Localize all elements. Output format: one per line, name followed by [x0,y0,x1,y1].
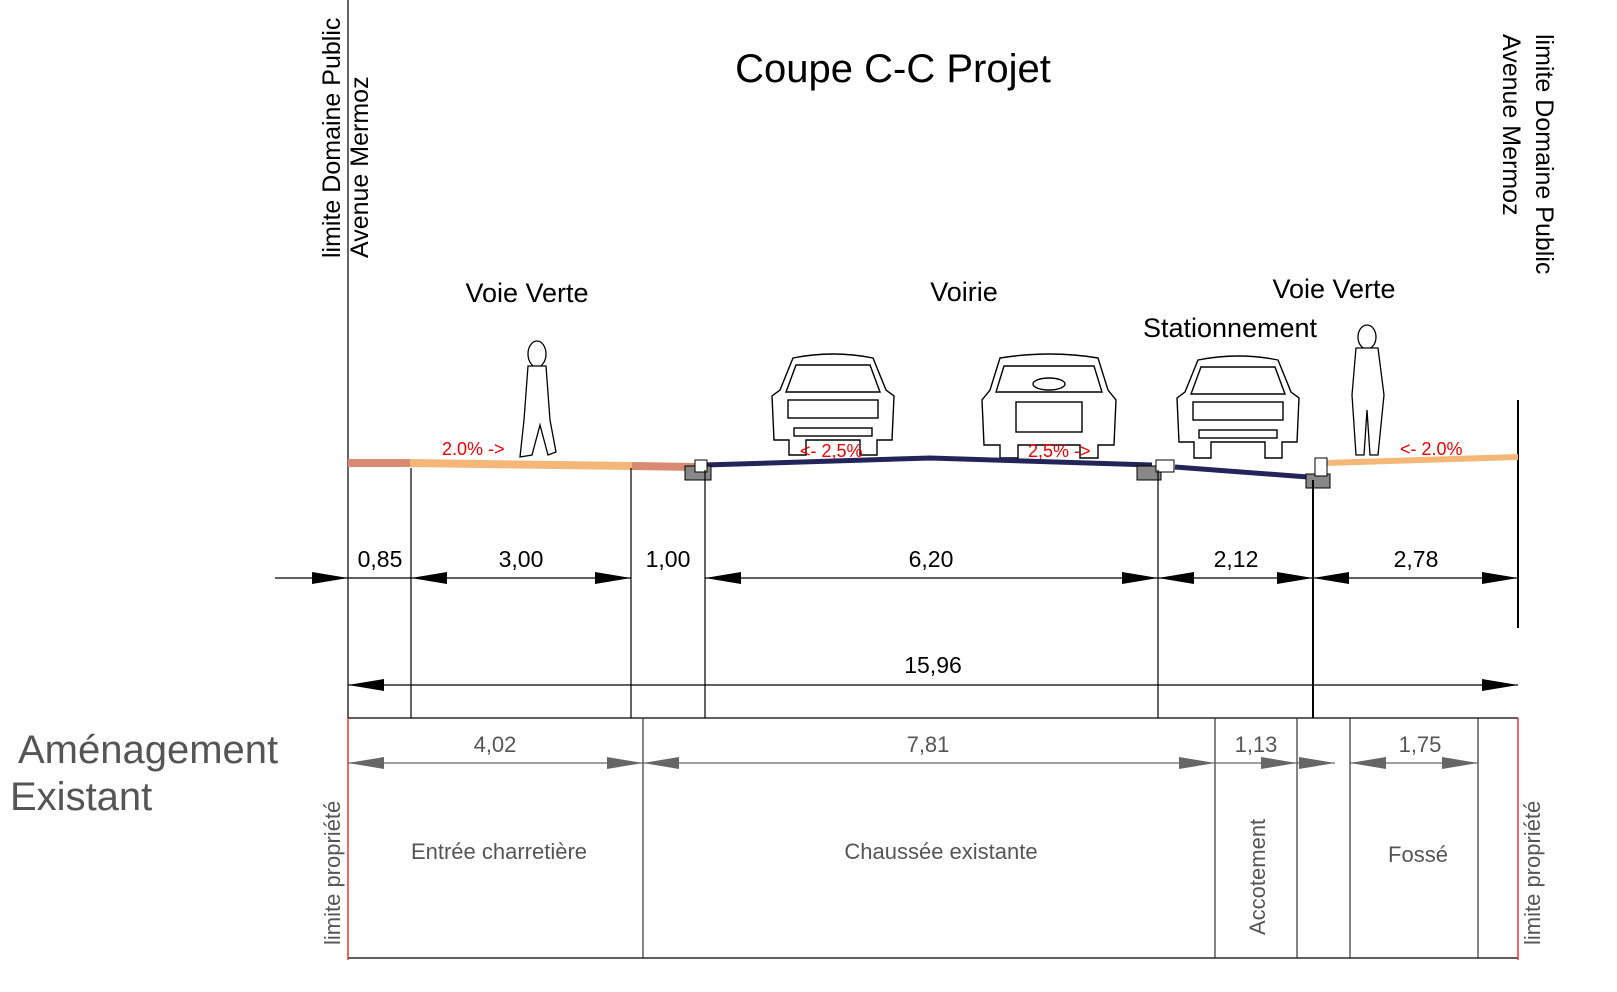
existing-label: Entrée charretière [411,839,587,864]
slope-label: 2,5% -> [1028,441,1091,461]
cross-section: Coupe C-C Projet limite Domaine Public A… [0,0,1617,992]
pedestrian [1352,348,1384,455]
car-front [786,365,880,392]
dimension-label: 2,78 [1394,546,1439,572]
pedestrian [1352,325,1384,455]
property-limit: limite propriété [320,801,345,945]
existing-divider [643,718,1478,958]
existing-label: Chaussée existante [844,839,1037,864]
surface [1175,467,1308,477]
dimension-label: 1,00 [646,546,691,572]
curb [1156,460,1174,472]
existing-label: Accotement [1245,819,1270,935]
car-front [1193,402,1283,420]
dimension-line [275,578,1518,685]
zone-label: Voirie [930,277,998,307]
body: Coupe C-C Projet limite Domaine Public A… [0,0,1617,992]
car-rear [1016,402,1082,432]
pedestrian [1358,325,1376,349]
dimension-tick [411,468,1313,718]
surface [410,463,632,466]
existing-dimension: 1,75 [1399,732,1442,757]
existing-title: Aménagement [18,728,278,772]
slope-label: 2.0% -> [442,439,505,459]
boundary-label: limite Domaine Public [318,18,346,258]
existing-dimension: 1,13 [1235,732,1278,757]
boundary-label: Avenue Mermoz [346,76,374,258]
dimension-label: 6,20 [909,546,954,572]
boundary-label: Avenue Mermoz [1497,34,1525,216]
curb [1315,458,1327,476]
existing-label: Fossé [1388,842,1448,867]
car-front [1191,367,1285,394]
car-front [1199,430,1277,438]
car-front [772,354,894,455]
existing-dimension: 4,02 [474,732,517,757]
slope-label: <- 2,5% [800,441,863,461]
pedestrian [520,341,556,457]
title: Coupe C-C Projet [735,47,1051,91]
dimension-label: 2,12 [1214,546,1259,572]
pedestrian [520,366,556,457]
boundary-label: limite Domaine Public [1530,34,1558,274]
total-dimension: 15,96 [904,652,962,678]
dimension-label: 0,85 [358,546,403,572]
car-rear [1033,378,1065,390]
car-front [788,400,878,418]
existing-dimension: 7,81 [907,732,950,757]
car-front [1177,356,1299,458]
property-limit: limite propriété [1520,801,1545,945]
zone-label: Voie Verte [1272,274,1395,304]
existing-title: Existant [10,775,152,819]
zone-label: Stationnement [1143,313,1318,343]
zone-label: Voie Verte [465,278,588,308]
car-front [794,428,872,436]
pedestrian [528,341,546,367]
slope-label: <- 2.0% [1400,439,1463,459]
page: Coupe C-C Projet {"title": "Coupe C-C Pr… [0,0,1617,992]
dimension-label: 3,00 [499,546,544,572]
